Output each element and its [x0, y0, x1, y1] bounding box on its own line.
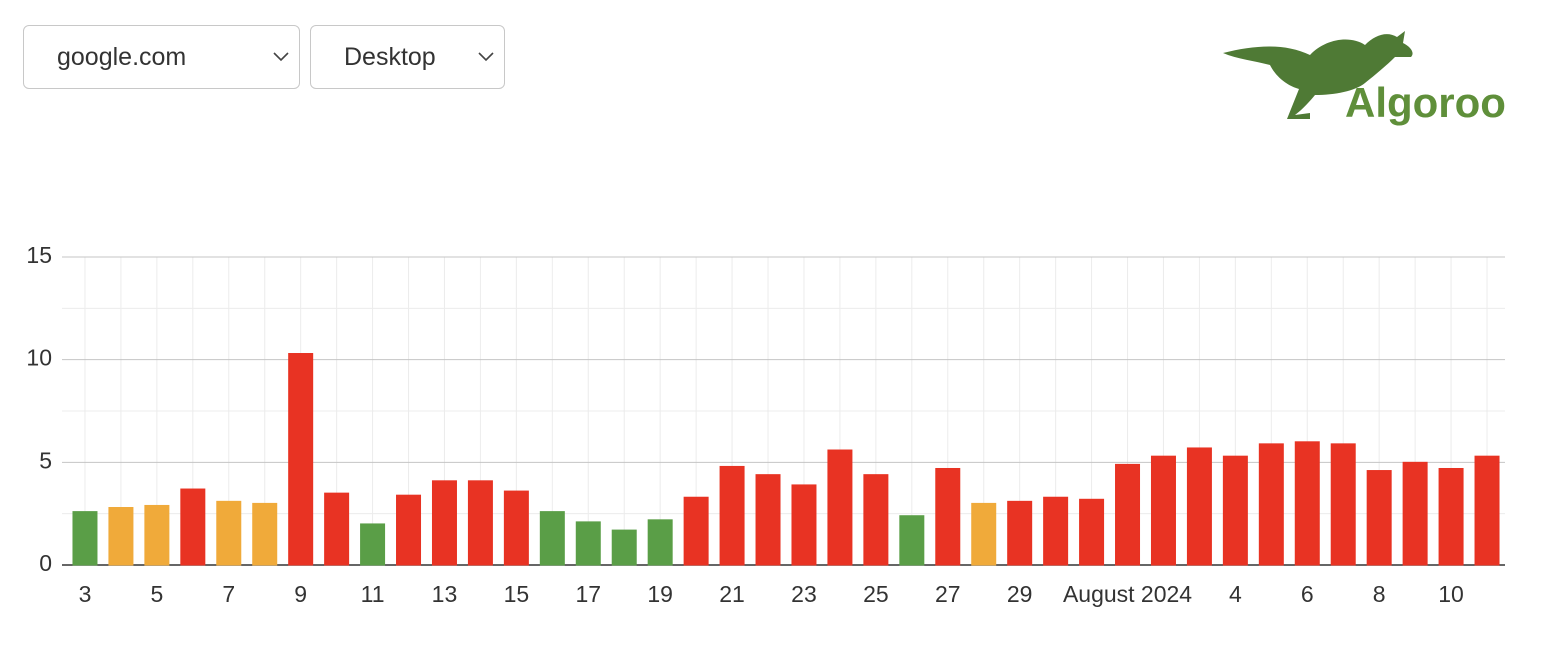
x-tick-label: 6 [1301, 581, 1314, 607]
bar [1294, 441, 1320, 566]
bar [252, 502, 278, 566]
logo: Algoroo [1223, 31, 1506, 126]
x-tick-label: 17 [575, 581, 601, 607]
x-tick-label: 23 [791, 581, 817, 607]
site-select[interactable]: google.com [23, 25, 300, 89]
bar [180, 488, 206, 566]
bar [1150, 455, 1176, 566]
x-tick-label: 3 [79, 581, 92, 607]
x-tick-label: 4 [1229, 581, 1242, 607]
bar [467, 480, 493, 566]
x-tick-label: August 2024 [1063, 581, 1192, 607]
bar [1186, 447, 1212, 566]
y-tick-label: 0 [39, 550, 52, 576]
bar [1222, 455, 1248, 566]
x-tick-label: 25 [863, 581, 889, 607]
logo-text: Algoroo [1345, 79, 1506, 126]
bar [719, 465, 745, 566]
x-tick-label: 9 [294, 581, 307, 607]
bar [1474, 455, 1500, 566]
y-tick-label: 15 [26, 242, 52, 268]
bar [144, 504, 170, 566]
bar [108, 507, 134, 566]
chevron [273, 52, 289, 62]
device-select[interactable]: Desktop [310, 25, 505, 89]
bar [935, 467, 961, 566]
bar [539, 511, 565, 566]
x-tick-label: 5 [150, 581, 163, 607]
bar [72, 511, 98, 566]
bar [683, 496, 709, 566]
site-select-label: google.com [57, 42, 187, 71]
bar [575, 521, 601, 566]
y-tick-label: 10 [26, 345, 52, 371]
bar [288, 353, 314, 566]
y-tick-label: 5 [39, 447, 52, 473]
bar [324, 492, 350, 566]
x-tick-label: 19 [647, 581, 673, 607]
x-tick-label: 21 [719, 581, 745, 607]
x-tick-label: 15 [504, 581, 530, 607]
bar [755, 474, 781, 566]
bar [1079, 498, 1105, 566]
bar [360, 523, 386, 566]
bar [216, 500, 242, 566]
x-tick-label: 8 [1373, 581, 1386, 607]
bar [1007, 500, 1033, 566]
bar [431, 480, 457, 566]
x-tick-label: 27 [935, 581, 961, 607]
x-tick-label: 11 [361, 581, 385, 607]
bar [1043, 496, 1069, 566]
bar [791, 484, 817, 566]
bar [1366, 470, 1392, 566]
device-select-label: Desktop [344, 42, 436, 71]
bar [863, 474, 889, 566]
x-tick-label: 10 [1438, 581, 1464, 607]
bar [1438, 467, 1464, 566]
bar [971, 502, 997, 566]
bar [1258, 443, 1284, 566]
x-tick-label: 29 [1007, 581, 1033, 607]
chevron [478, 52, 494, 62]
bar [611, 529, 637, 566]
x-tick-label: 7 [222, 581, 235, 607]
bar [1330, 443, 1356, 566]
bar [503, 490, 529, 566]
bar [396, 494, 422, 566]
bar [1402, 461, 1428, 566]
bar [899, 515, 925, 566]
bar [827, 449, 853, 566]
bar [647, 519, 673, 566]
x-tick-label: 13 [432, 581, 458, 607]
bar [1115, 463, 1141, 566]
